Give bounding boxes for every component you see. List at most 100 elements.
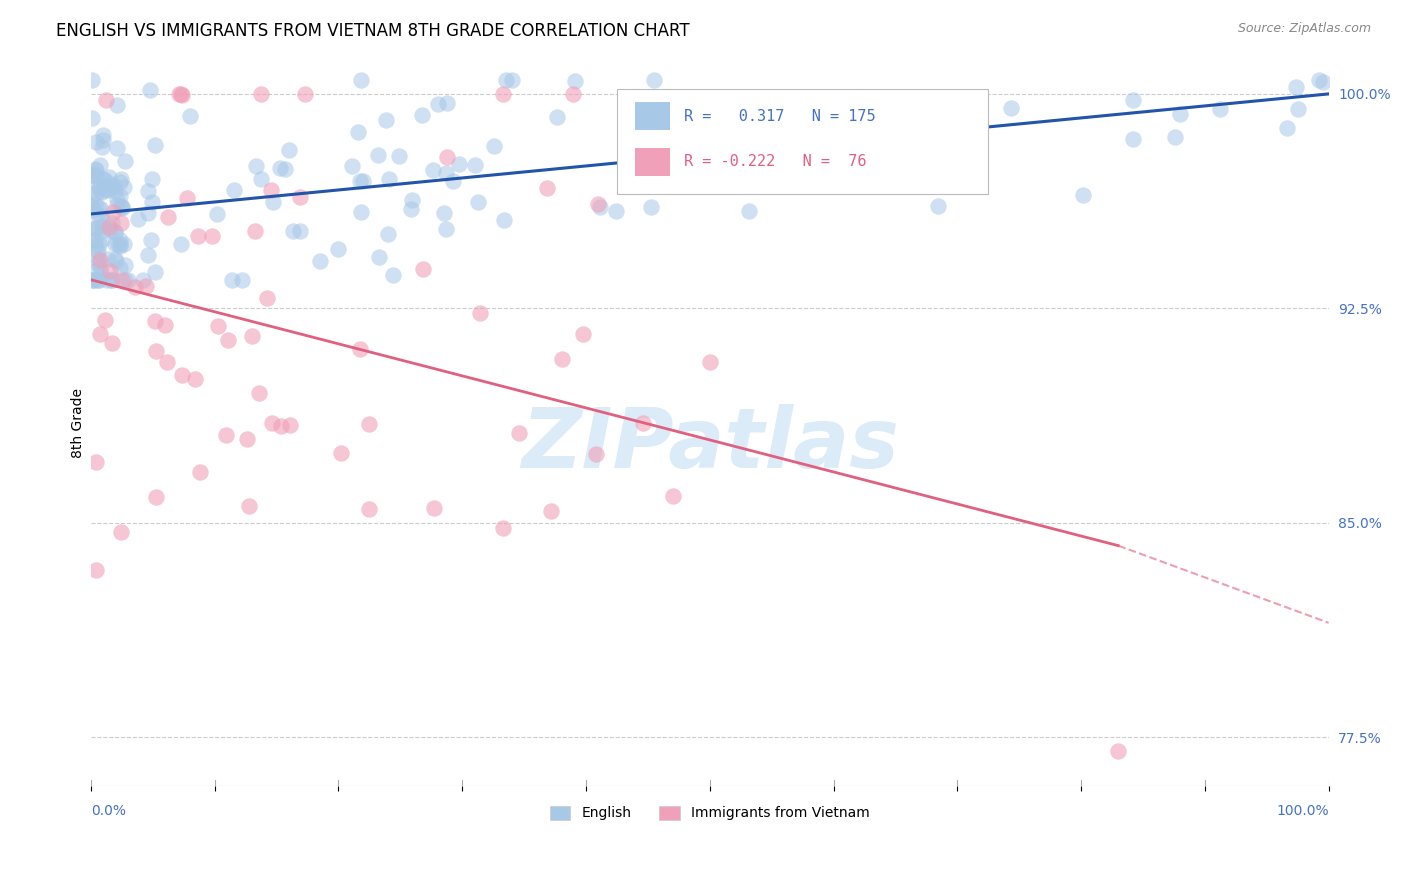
Point	[434, 222, 457, 236]
Point	[368, 251, 391, 265]
Point	[326, 242, 349, 256]
Point	[564, 74, 586, 88]
Point	[93, 173, 115, 187]
Point	[83, 264, 105, 278]
Point	[87, 219, 110, 234]
Point	[167, 87, 190, 101]
Point	[143, 314, 166, 328]
Point	[240, 329, 263, 343]
Point	[90, 266, 112, 280]
Point	[98, 220, 121, 235]
Point	[585, 447, 607, 461]
Text: Source: ZipAtlas.com: Source: ZipAtlas.com	[1237, 22, 1371, 36]
Point	[136, 248, 159, 262]
Point	[172, 87, 194, 102]
Point	[110, 524, 132, 539]
Point	[205, 207, 228, 221]
Point	[374, 113, 396, 128]
Point	[288, 224, 311, 238]
Point	[86, 244, 108, 259]
Point	[82, 273, 104, 287]
Point	[260, 416, 283, 430]
Point	[87, 252, 110, 267]
Point	[201, 228, 224, 243]
Point	[89, 260, 111, 275]
Point	[247, 385, 270, 400]
Point	[661, 489, 683, 503]
Point	[83, 273, 105, 287]
Point	[87, 273, 110, 287]
Point	[98, 170, 121, 185]
Point	[231, 273, 253, 287]
Point	[105, 198, 128, 212]
Point	[727, 139, 749, 153]
Point	[274, 162, 297, 177]
Point	[89, 158, 111, 172]
Point	[388, 149, 411, 163]
Point	[108, 189, 131, 203]
Point	[426, 96, 449, 111]
Point	[737, 204, 759, 219]
Point	[82, 168, 104, 182]
Point	[637, 125, 659, 139]
Point	[141, 172, 163, 186]
Point	[172, 368, 194, 383]
FancyBboxPatch shape	[617, 88, 988, 194]
Point	[329, 445, 352, 459]
Point	[170, 87, 193, 101]
Point	[176, 191, 198, 205]
Point	[401, 193, 423, 207]
Point	[104, 225, 127, 239]
Point	[411, 108, 433, 122]
Text: ZIPatlas: ZIPatlas	[520, 404, 898, 485]
Point	[89, 252, 111, 267]
Point	[1312, 75, 1334, 89]
Point	[188, 465, 211, 479]
Point	[94, 312, 117, 326]
Point	[278, 417, 301, 432]
Point	[238, 500, 260, 514]
Point	[111, 200, 134, 214]
Point	[84, 562, 107, 576]
Point	[110, 216, 132, 230]
Point	[139, 233, 162, 247]
Point	[112, 237, 135, 252]
Point	[104, 184, 127, 198]
Point	[184, 371, 207, 385]
Point	[94, 93, 117, 107]
Point	[482, 138, 505, 153]
Point	[145, 490, 167, 504]
Point	[278, 143, 301, 157]
Point	[381, 268, 404, 282]
Point	[1168, 107, 1191, 121]
Point	[546, 110, 568, 124]
Point	[1163, 129, 1185, 144]
Point	[551, 352, 574, 367]
Point	[105, 141, 128, 155]
Point	[87, 256, 110, 270]
Point	[270, 418, 292, 433]
Point	[422, 163, 444, 178]
Point	[84, 233, 107, 247]
Point	[260, 183, 283, 197]
Point	[423, 500, 446, 515]
Point	[91, 224, 114, 238]
Text: R = -0.222   N =  76: R = -0.222 N = 76	[683, 154, 866, 169]
Point	[80, 168, 103, 182]
Point	[143, 137, 166, 152]
Point	[80, 273, 103, 287]
Point	[727, 108, 749, 122]
Point	[84, 186, 107, 200]
Point	[928, 170, 950, 185]
Point	[434, 166, 457, 180]
Point	[124, 280, 146, 294]
Point	[114, 154, 136, 169]
Point	[412, 261, 434, 276]
Text: 100.0%: 100.0%	[1277, 804, 1329, 818]
Point	[104, 236, 127, 251]
Point	[103, 252, 125, 266]
Point	[90, 139, 112, 153]
Point	[245, 159, 267, 173]
Point	[83, 238, 105, 252]
Point	[82, 178, 104, 192]
